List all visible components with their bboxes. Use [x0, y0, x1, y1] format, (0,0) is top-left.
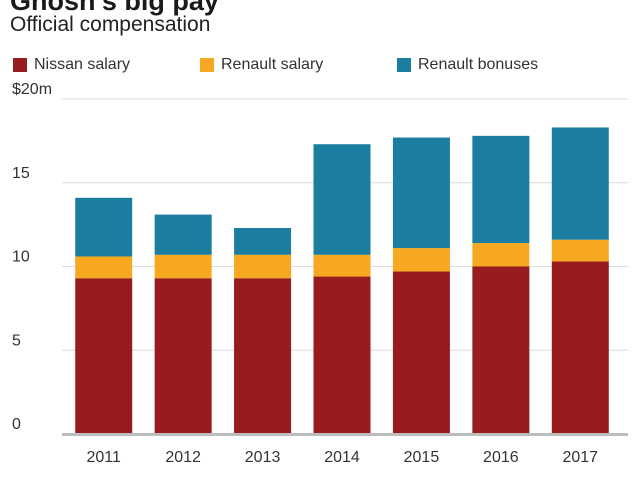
- bar-2017-renault-bonuses: [551, 127, 609, 240]
- x-tick-label-2014: 2014: [324, 449, 360, 466]
- legend-item-renault-bonuses: Renault bonuses: [397, 56, 538, 74]
- chart-title: Ghosn's big pay: [10, 0, 219, 16]
- chart-subtitle: Official compensation: [10, 13, 211, 36]
- bar-2012-renault-salary: [154, 254, 212, 279]
- y-tick-label-15: 15: [12, 165, 30, 182]
- y-tick-label-0: 0: [12, 416, 21, 433]
- x-tick-label-2017: 2017: [562, 449, 598, 466]
- bar-2013-renault-salary: [234, 254, 292, 279]
- bar-2017-nissan-salary: [551, 261, 609, 434]
- legend-swatch-renault-salary: [200, 58, 214, 72]
- bar-2015-renault-bonuses: [392, 137, 450, 249]
- bar-2011-nissan-salary: [75, 278, 133, 434]
- y-tick-label-5: 5: [12, 332, 21, 349]
- legend-label-renault-salary: Renault salary: [221, 56, 324, 73]
- y-tick-label-20: $20m: [12, 81, 52, 98]
- bar-2016-renault-bonuses: [472, 135, 530, 244]
- legend-swatch-nissan-salary: [13, 58, 27, 72]
- bar-2011-renault-bonuses: [75, 197, 133, 257]
- bar-2016-nissan-salary: [472, 266, 530, 434]
- legend: Nissan salary Renault salary Renault bon…: [13, 56, 633, 78]
- legend-label-nissan-salary: Nissan salary: [34, 56, 131, 73]
- bar-2015-nissan-salary: [392, 271, 450, 434]
- bar-2013-renault-bonuses: [234, 227, 292, 255]
- bar-2011-renault-salary: [75, 256, 133, 279]
- bar-2012-nissan-salary: [154, 278, 212, 434]
- x-tick-label-2013: 2013: [245, 449, 281, 466]
- bar-2014-renault-salary: [313, 254, 371, 277]
- x-tick-label-2011: 2011: [87, 449, 122, 466]
- legend-swatch-renault-bonuses: [397, 58, 411, 72]
- legend-item-renault-salary: Renault salary: [200, 56, 323, 74]
- x-tick-label-2012: 2012: [165, 449, 201, 466]
- x-tick-label-2016: 2016: [483, 449, 519, 466]
- x-tick-label-2015: 2015: [404, 449, 440, 466]
- bar-2012-renault-bonuses: [154, 214, 212, 255]
- bar-2014-nissan-salary: [313, 276, 371, 434]
- bar-2017-renault-salary: [551, 239, 609, 262]
- bar-2015-renault-salary: [392, 248, 450, 272]
- bar-2014-renault-bonuses: [313, 144, 371, 255]
- y-tick-label-10: 10: [12, 249, 30, 266]
- bar-2013-nissan-salary: [234, 278, 292, 434]
- bar-2016-renault-salary: [472, 243, 530, 267]
- legend-label-renault-bonuses: Renault bonuses: [418, 56, 539, 73]
- legend-item-nissan-salary: Nissan salary: [13, 56, 130, 74]
